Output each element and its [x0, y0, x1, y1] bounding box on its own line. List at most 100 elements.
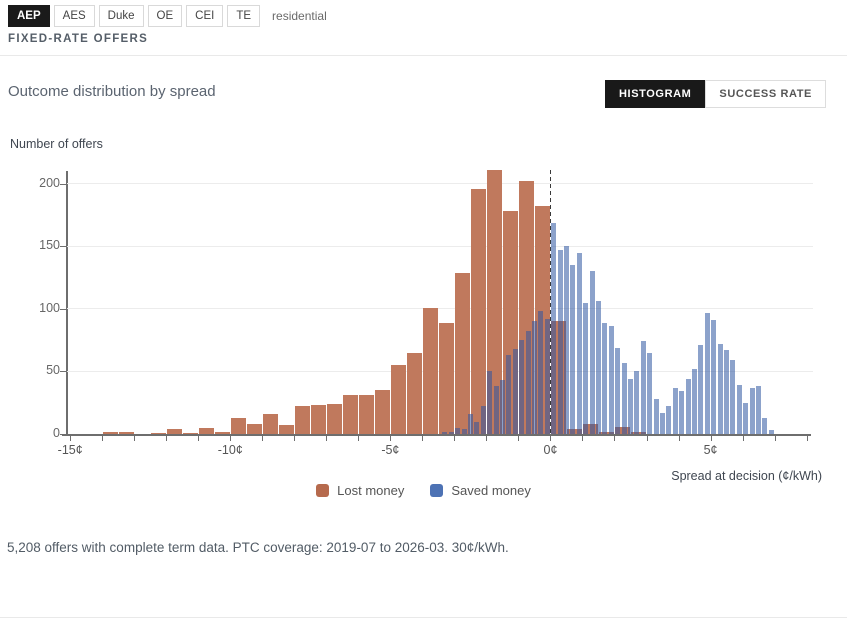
- bar-saved: [563, 246, 569, 434]
- tab-aep[interactable]: AEP: [8, 5, 50, 27]
- x-minor-tick: [358, 436, 360, 441]
- x-minor-tick: [422, 436, 424, 441]
- bar-saved: [660, 412, 666, 434]
- bar-saved: [692, 368, 698, 434]
- x-minor-tick: [198, 436, 200, 441]
- bar-lost: [487, 170, 503, 434]
- bar-saved: [749, 387, 755, 434]
- y-tick-mark-0: [60, 434, 66, 435]
- bar-lost: [150, 432, 166, 434]
- bar-saved: [576, 252, 582, 434]
- bar-saved: [730, 360, 736, 434]
- legend-swatch: [316, 484, 330, 497]
- bar-lost: [182, 432, 198, 434]
- bar-saved: [595, 301, 601, 434]
- x-tick-label-0: 0¢: [543, 443, 558, 457]
- bar-saved: [538, 311, 544, 434]
- x-minor-tick: [742, 436, 744, 441]
- x-minor-tick: [710, 436, 712, 441]
- bar-lost: [359, 395, 375, 434]
- bar-saved: [621, 362, 627, 434]
- y-tick-label-200: 200: [39, 175, 60, 190]
- bar-saved: [506, 355, 512, 434]
- x-minor-tick: [230, 436, 232, 441]
- bar-saved: [666, 406, 672, 434]
- legend-swatch: [430, 484, 444, 497]
- x-tick-label--5: -5¢: [381, 443, 400, 457]
- subnav-label: residential: [272, 9, 327, 23]
- y-tick-mark-150: [60, 246, 66, 248]
- bar-saved: [685, 378, 691, 434]
- bar-lost: [407, 352, 423, 434]
- bar-saved: [724, 350, 730, 434]
- x-minor-tick: [326, 436, 328, 441]
- bar-saved: [736, 385, 742, 434]
- tab-aes[interactable]: AES: [53, 5, 95, 27]
- bar-saved: [570, 265, 576, 434]
- legend-item-saved-money: Saved money: [430, 483, 531, 498]
- y-tick-mark-200: [60, 183, 66, 185]
- bar-saved: [551, 222, 557, 434]
- x-minor-tick: [70, 436, 72, 441]
- bar-saved: [525, 331, 531, 434]
- bar-saved: [768, 430, 774, 434]
- section-title: FIXED-RATE OFFERS: [8, 33, 149, 45]
- bar-lost: [391, 365, 407, 434]
- x-tick-label--15: -15¢: [57, 443, 83, 457]
- tab-oe[interactable]: OE: [147, 5, 183, 27]
- bar-saved: [628, 378, 633, 434]
- x-minor-tick: [678, 436, 680, 441]
- chart-title: Outcome distribution by spread: [8, 83, 216, 100]
- bar-saved: [480, 406, 486, 434]
- bar-lost: [455, 272, 471, 434]
- bar-lost: [214, 431, 230, 434]
- bar-saved: [442, 431, 448, 434]
- bar-lost: [471, 188, 487, 434]
- gridline-100: [67, 308, 813, 310]
- bar-saved: [512, 348, 518, 434]
- bar-saved: [717, 343, 723, 434]
- toggle-histogram[interactable]: HISTOGRAM: [605, 80, 706, 108]
- x-minor-tick: [646, 436, 648, 441]
- bar-saved: [455, 427, 461, 434]
- x-minor-tick: [390, 436, 392, 441]
- bar-saved: [679, 391, 685, 434]
- bar-saved: [487, 371, 493, 434]
- bottom-divider: [0, 617, 847, 618]
- legend-label: Saved money: [451, 483, 531, 498]
- y-axis-line: [66, 171, 68, 436]
- bar-lost: [279, 425, 294, 434]
- x-axis-title: Spread at decision (¢/kWh): [671, 469, 822, 483]
- bar-lost: [198, 427, 214, 434]
- x-minor-tick: [806, 436, 808, 441]
- bar-lost: [343, 395, 359, 434]
- bar-saved: [634, 371, 640, 434]
- legend-label: Lost money: [337, 483, 405, 498]
- plot-area: [67, 170, 813, 434]
- x-minor-tick: [774, 436, 776, 441]
- bar-saved: [583, 302, 589, 434]
- x-minor-tick: [614, 436, 616, 441]
- y-axis-title: Number of offers: [10, 137, 103, 151]
- x-axis-line: [62, 434, 811, 436]
- bar-saved: [531, 321, 537, 434]
- bar-saved: [544, 318, 550, 434]
- y-tick-label-150: 150: [39, 238, 60, 253]
- bar-saved: [672, 387, 678, 434]
- tab-duke[interactable]: Duke: [98, 5, 144, 27]
- tab-cei[interactable]: CEI: [186, 5, 224, 27]
- legend-item-lost-money: Lost money: [316, 483, 404, 498]
- bar-saved: [519, 340, 525, 434]
- top-divider: [0, 55, 847, 56]
- bar-saved: [448, 431, 454, 434]
- bar-saved: [743, 402, 749, 434]
- toggle-success-rate[interactable]: SUCCESS RATE: [705, 80, 826, 108]
- bar-saved: [589, 271, 595, 434]
- y-tick-label-0: 0: [53, 426, 60, 440]
- bar-saved: [640, 341, 646, 434]
- bar-lost: [423, 307, 439, 434]
- bar-lost: [439, 322, 455, 434]
- utility-tabs: AEP AES Duke OE CEI TE residential: [8, 5, 327, 27]
- tab-te[interactable]: TE: [227, 5, 261, 27]
